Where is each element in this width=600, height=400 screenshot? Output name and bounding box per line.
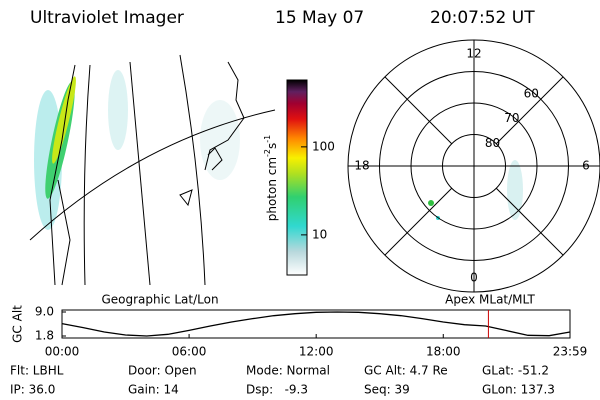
lat-label: 70 (504, 111, 519, 125)
colorbar (286, 79, 308, 276)
date: 15 May 07 (275, 8, 364, 28)
status-field: Seq: 39 (364, 383, 410, 397)
y-tick-label: 9.0 (35, 305, 54, 319)
panel-title: Geographic Lat/Lon (101, 293, 218, 307)
geographic-map (29, 54, 276, 286)
x-tick-label: 00:00 (45, 345, 80, 359)
status-field: IP: 36.0 (10, 383, 55, 397)
x-tick-label: 18:00 (426, 345, 461, 359)
mlt-line (495, 187, 564, 256)
time: 20:07:52 UT (430, 8, 535, 28)
mlt-line (384, 76, 453, 145)
instrument-title: Ultraviolet Imager (30, 8, 184, 28)
colorbar-tick-label: 100 (312, 139, 335, 153)
label-part: photon cm (265, 157, 279, 221)
y-tick-label: 1.8 (35, 329, 54, 343)
mlt-line (495, 76, 564, 145)
lat-label: 60 (524, 86, 539, 100)
x-tick-label: 12:00 (299, 345, 334, 359)
status-field: Mode: Normal (246, 364, 330, 378)
label-exponent: -2 (263, 149, 272, 157)
mlt-line (384, 187, 453, 256)
x-tick-label: 23:59 (553, 345, 588, 359)
status-field: Dsp: -9.3 (246, 383, 308, 397)
label-part: s (265, 143, 279, 149)
status-field: GLat: -51.2 (482, 364, 549, 378)
status-field: GC Alt: 4.7 Re (364, 364, 448, 378)
y-axis-label: GC Alt (11, 305, 25, 343)
mlt-label: 0 (470, 271, 478, 285)
label-exponent: -1 (263, 135, 272, 143)
colorbar-tick-label: 10 (312, 227, 327, 241)
mlt-label: 12 (466, 47, 481, 61)
altitude-chart: GC Alt 9.0 1.8 00:00 06:00 12:00 18:00 23:59 (11, 305, 588, 359)
status-field: Flt: LBHL (10, 364, 64, 378)
polar-image (428, 160, 523, 220)
mlt-label: 18 (354, 159, 369, 173)
mlt-label: 6 (582, 159, 590, 173)
lat-label: 80 (485, 136, 500, 150)
footer: Flt: LBHL IP: 36.0 Door: Open Gain: 14 Mode:… (10, 364, 555, 397)
altitude-line (61, 311, 571, 337)
colorbar-label: photon cm-2s-1 (263, 135, 279, 222)
status-field: Door: Open (128, 364, 197, 378)
status-field: GLon: 137.3 (482, 383, 555, 397)
x-tick-label: 06:00 (172, 345, 207, 359)
panel-title: Apex MLat/MLT (445, 293, 535, 307)
altitude-frame (61, 309, 571, 339)
status-field: Gain: 14 (128, 383, 179, 397)
